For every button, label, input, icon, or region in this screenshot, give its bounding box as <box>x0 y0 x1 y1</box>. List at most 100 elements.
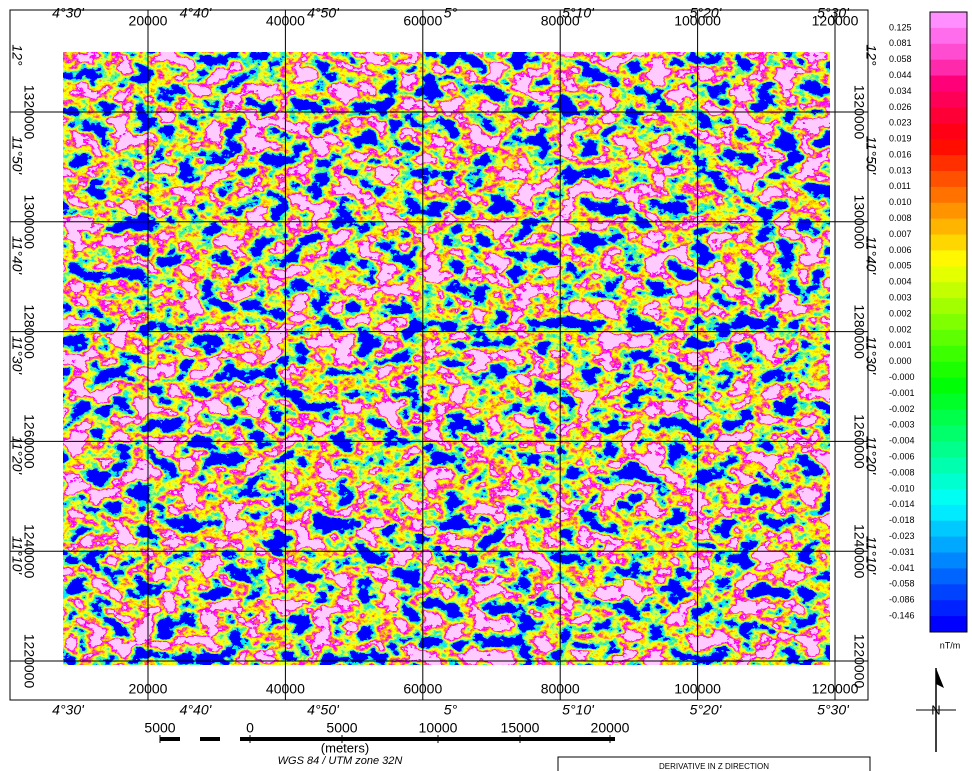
north-arrow: N <box>916 668 956 752</box>
legend-swatch <box>930 76 967 92</box>
legend-label: 0.003 <box>889 293 912 303</box>
easting-label: 40000 <box>266 681 305 697</box>
latitude-label: 12° <box>863 44 879 66</box>
legend-swatch <box>930 155 967 171</box>
legend-swatch <box>930 60 967 76</box>
longitude-label: 4°30' <box>52 5 85 21</box>
legend-swatch <box>930 441 967 457</box>
legend-label: -0.014 <box>889 499 915 509</box>
legend-label: 0.125 <box>889 22 912 32</box>
legend-swatch <box>930 12 967 28</box>
legend-swatch <box>930 187 967 203</box>
legend-swatch <box>930 489 967 505</box>
easting-label: 100000 <box>674 681 721 697</box>
legend-label: 0.008 <box>889 213 912 223</box>
legend-swatch <box>930 362 967 378</box>
northing-label: 1320000 <box>21 85 37 140</box>
longitude-label: 5°30' <box>817 702 850 718</box>
legend-swatch <box>930 425 967 441</box>
legend-swatch <box>930 91 967 107</box>
latitude-label: 11°30' <box>9 336 25 376</box>
legend-label: 0.002 <box>889 308 912 318</box>
legend-swatch <box>930 219 967 235</box>
legend-label: 0.007 <box>889 229 912 239</box>
scale-label: 5000 <box>326 720 357 736</box>
easting-label: 20000 <box>129 681 168 697</box>
longitude-label: 5° <box>444 5 458 21</box>
projection: WGS 84 / UTM zone 32N <box>278 755 403 767</box>
longitude-label: 4°40' <box>180 702 213 718</box>
legend-label: -0.000 <box>889 372 915 382</box>
legend-label: -0.010 <box>889 483 915 493</box>
scale-label: 5000 <box>144 720 175 736</box>
legend-swatch <box>930 378 967 394</box>
legend-label: 0.006 <box>889 245 912 255</box>
legend-label: 0.004 <box>889 277 912 287</box>
legend-swatch <box>930 314 967 330</box>
longitude-label: 4°50' <box>307 702 340 718</box>
latitude-label: 11°50' <box>9 136 25 176</box>
legend-label: -0.058 <box>889 579 915 589</box>
legend-swatch <box>930 457 967 473</box>
title-text: DERIVATIVE IN Z DIRECTION <box>659 762 769 771</box>
arrow-head <box>936 668 944 688</box>
legend-swatch <box>930 409 967 425</box>
legend-label: 0.016 <box>889 149 912 159</box>
legend-label: -0.023 <box>889 531 915 541</box>
legend-swatch <box>930 139 967 155</box>
longitude-label: 5°20' <box>690 702 723 718</box>
legend-label: -0.086 <box>889 595 915 605</box>
legend-label: 0.005 <box>889 261 912 271</box>
scale-label: 0 <box>246 720 254 736</box>
legend-swatch <box>930 505 967 521</box>
latitude-label: 11°40' <box>863 236 879 276</box>
legend-label: -0.008 <box>889 467 915 477</box>
legend-swatch <box>930 394 967 410</box>
longitude-label: 5° <box>444 702 458 718</box>
legend-label: 0.011 <box>889 181 911 191</box>
legend-label: -0.001 <box>889 388 915 398</box>
legend-label: 0.058 <box>889 54 912 64</box>
legend-swatch <box>930 298 967 314</box>
northing-label: 1220000 <box>851 634 867 689</box>
legend-label: 0.010 <box>889 197 912 207</box>
legend-label: -0.004 <box>889 436 915 446</box>
legend-label: 0.013 <box>889 165 912 175</box>
legend-label: 0.000 <box>889 356 912 366</box>
map-figure: 2000020000400004000060000600008000080000… <box>0 0 972 771</box>
legend-label: 0.044 <box>889 70 912 80</box>
scale-label: 15000 <box>501 720 540 736</box>
scale-label: 10000 <box>419 720 458 736</box>
scale-bar-segment <box>180 737 200 741</box>
legend-swatch <box>930 346 967 362</box>
legend-label: 0.002 <box>889 324 912 334</box>
legend-swatch <box>930 330 967 346</box>
legend-label: -0.006 <box>889 452 915 462</box>
easting-label: 60000 <box>403 13 442 29</box>
longitude-label: 4°50' <box>307 5 340 21</box>
legend-swatch <box>930 553 967 569</box>
legend-label: 0.034 <box>889 86 912 96</box>
legend-label: 0.023 <box>889 118 912 128</box>
legend-swatch <box>930 28 967 44</box>
latitude-label: 11°40' <box>9 236 25 276</box>
legend-swatch <box>930 521 967 537</box>
legend-label: 0.019 <box>889 134 912 144</box>
northing-label: 1320000 <box>851 85 867 140</box>
latitude-label: 11°10' <box>863 536 879 576</box>
latitude-label: 11°10' <box>9 536 25 576</box>
longitude-label: 5°10' <box>562 5 595 21</box>
legend-swatch <box>930 44 967 60</box>
legend: 0.1250.0810.0580.0440.0340.0260.0230.019… <box>889 12 967 633</box>
legend-unit: nT/m <box>940 640 961 650</box>
latitude-label: 11°30' <box>863 336 879 376</box>
legend-swatch <box>930 568 967 584</box>
scale-label: 20000 <box>591 720 630 736</box>
legend-label: 0.081 <box>889 38 912 48</box>
legend-label: -0.018 <box>889 515 915 525</box>
legend-label: -0.003 <box>889 420 915 430</box>
legend-swatch <box>930 266 967 282</box>
legend-swatch <box>930 282 967 298</box>
legend-swatch <box>930 537 967 553</box>
